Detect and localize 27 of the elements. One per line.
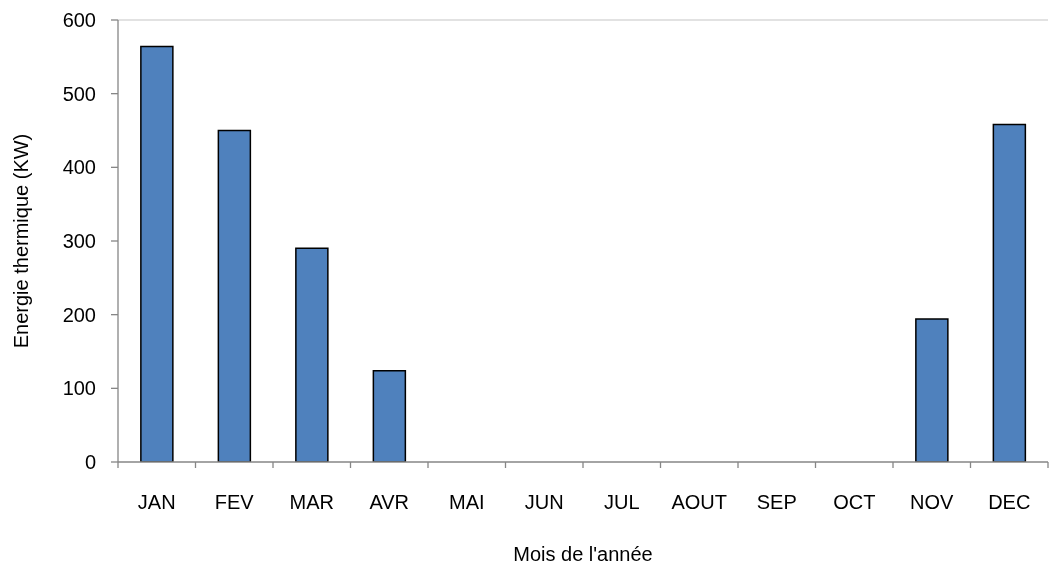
x-tick-label: DEC — [988, 491, 1031, 513]
y-tick-label: 100 — [62, 377, 96, 400]
x-tick-label: AOUT — [671, 491, 728, 513]
y-axis-title: Energie thermique (KW) — [10, 133, 32, 349]
x-tick-label: JAN — [137, 491, 176, 513]
bar — [915, 318, 949, 462]
y-tick-label: 500 — [62, 82, 96, 105]
y-tick-label: 200 — [62, 303, 96, 326]
bar — [217, 129, 252, 462]
x-tick-label: JUL — [603, 491, 640, 513]
x-tick-label: NOV — [910, 491, 955, 513]
bar — [140, 45, 174, 462]
x-tick-label: FEV — [214, 491, 255, 513]
y-tick-label: 0 — [84, 451, 96, 474]
x-tick-label: SEP — [756, 491, 797, 513]
bar — [295, 247, 329, 462]
x-tick-label: JUN — [524, 491, 564, 513]
x-tick-label: MAI — [448, 491, 485, 513]
x-tick-label: MAR — [289, 491, 334, 513]
y-tick-label: 600 — [62, 9, 96, 32]
x-tick-label: AVR — [369, 491, 410, 513]
y-tick-label: 400 — [62, 156, 96, 179]
x-tick-label: OCT — [833, 491, 876, 513]
bar — [372, 369, 407, 462]
bar — [992, 123, 1027, 462]
x-axis-title: Mois de l'année — [513, 543, 653, 565]
y-tick-label: 300 — [62, 230, 96, 253]
